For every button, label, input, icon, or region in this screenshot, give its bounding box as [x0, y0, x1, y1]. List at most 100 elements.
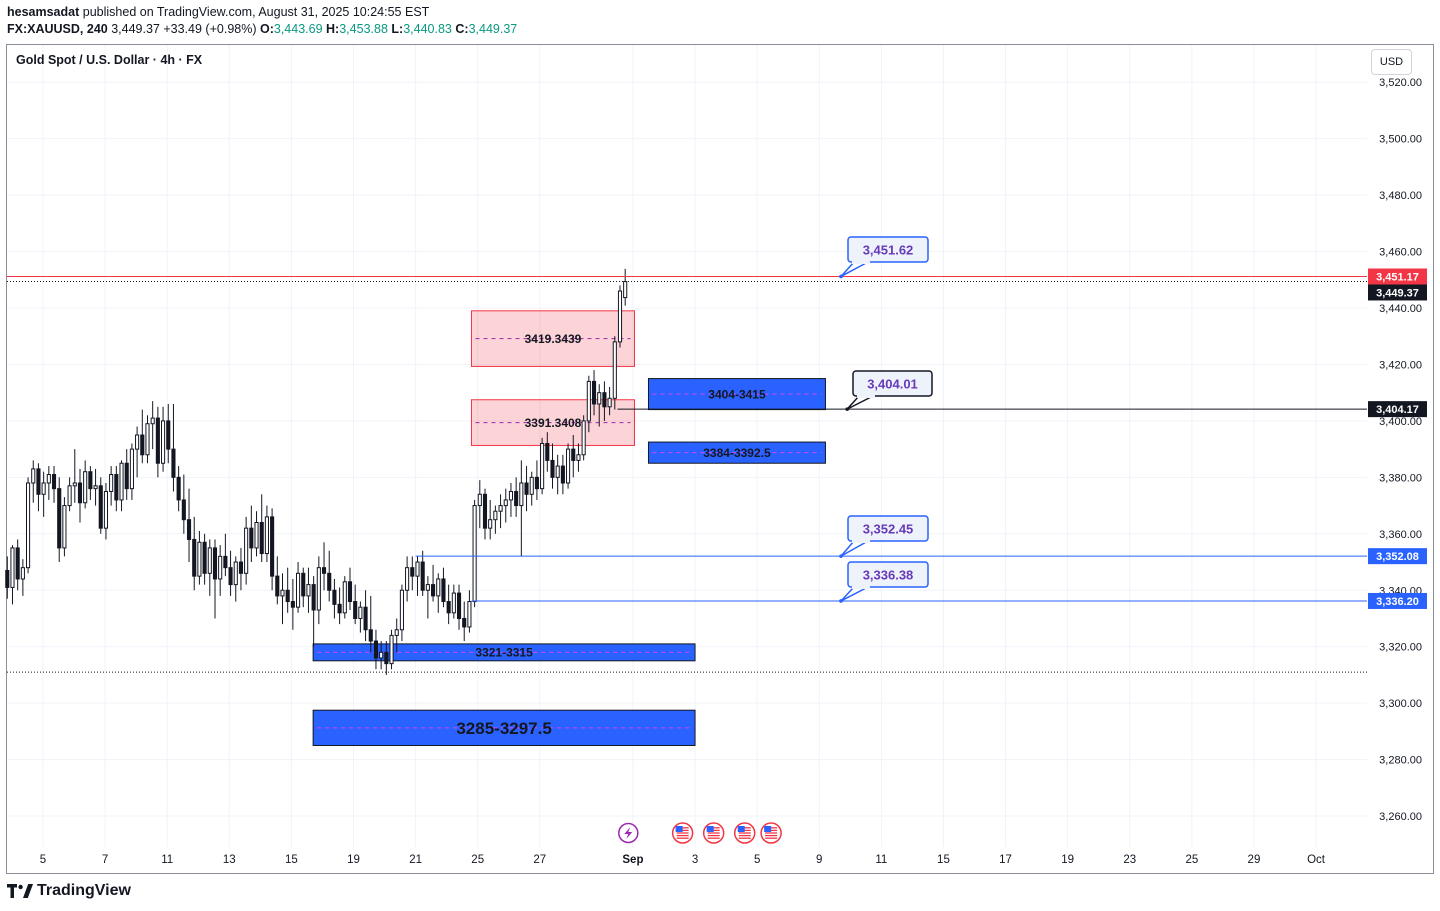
candle-body [114, 474, 119, 501]
callout-pointer [840, 540, 869, 557]
candle-body [26, 482, 31, 569]
callout-joint [852, 539, 870, 543]
candle-body [202, 541, 207, 574]
candle-body [534, 476, 539, 490]
candle-body [103, 490, 109, 529]
candle-body [77, 482, 83, 504]
time-tick-label: 19 [1061, 854, 1074, 866]
candle-body [119, 462, 124, 501]
candle-body [456, 592, 462, 619]
price-tick-label: 3,460.00 [1379, 247, 1422, 259]
candle-body [316, 567, 321, 611]
zone-label: 3321-3315 [475, 646, 533, 660]
candle-body [98, 485, 103, 529]
candle-body [446, 601, 451, 614]
time-tick-label: 25 [1185, 854, 1198, 866]
candle-body [332, 589, 337, 605]
low-label: L: [391, 22, 404, 36]
tradingview-logo-icon [7, 884, 33, 898]
callout-anchor [839, 274, 843, 279]
candle-body [145, 423, 150, 456]
candle-body [441, 578, 446, 603]
candle-body [207, 547, 212, 574]
candle-body [503, 499, 508, 507]
time-tick-label: 27 [533, 854, 546, 866]
candle-body [264, 516, 269, 555]
time-tick-label: 21 [409, 854, 422, 866]
callout-joint [857, 394, 875, 398]
candle-body [576, 454, 581, 461]
time-tick-label: 3 [692, 854, 698, 866]
time-tick-label: 23 [1123, 854, 1136, 866]
candle-body [51, 474, 57, 490]
time-tick-label: 11 [875, 854, 887, 866]
currency-button[interactable]: USD [1371, 49, 1412, 75]
close-label: C: [455, 22, 469, 36]
candle-body [540, 442, 545, 490]
candle-body [514, 490, 519, 507]
grid [7, 45, 1367, 847]
candle-body [212, 547, 218, 580]
callout-anchor [839, 599, 843, 603]
published-text: published on TradingView.com, August 31,… [82, 5, 430, 19]
time-tick-label: 13 [223, 854, 236, 866]
candle-body [529, 476, 534, 495]
symbol-label: FX:XAUUSD, 240 [7, 22, 108, 36]
candle-body [5, 569, 10, 588]
candle-body [197, 541, 202, 577]
time-tick-label: Oct [1307, 854, 1326, 866]
candle-body [166, 420, 171, 450]
callout-box [847, 515, 929, 542]
callout-pointer [840, 586, 869, 602]
author-name[interactable]: hesamsadat [7, 5, 80, 19]
candle-body [405, 567, 410, 591]
callout-anchor [839, 554, 843, 558]
candle-body [290, 601, 295, 608]
price-tick-label: 3,260.00 [1379, 811, 1422, 823]
candle-body [223, 555, 228, 569]
candle-body [249, 527, 254, 549]
last-price: 3,449.37 [111, 22, 160, 36]
callout-box [852, 370, 933, 397]
candle-body [425, 584, 430, 591]
tradingview-logo[interactable]: TradingView [7, 882, 131, 900]
candle-body [602, 392, 607, 408]
price-tag-label: 3,404.17 [1376, 404, 1419, 416]
candle-body [46, 474, 51, 484]
candle-body [72, 482, 77, 487]
candle-body [186, 519, 192, 540]
candle-body [566, 448, 571, 484]
candle-body [62, 505, 67, 549]
candle-body [519, 482, 524, 507]
time-tick-label: Sep [622, 854, 643, 866]
candle-body [550, 459, 555, 478]
candle-body [394, 629, 399, 636]
time-axis: 5 7 11 13 15 19 21 25 27 Sep 3 5 9 11 15 17 19 23 25 29 Oct [40, 854, 1326, 866]
candle-body [36, 468, 41, 495]
price-tick-label: 3,520.00 [1379, 77, 1422, 89]
candle-body [228, 567, 233, 586]
callout-joint [852, 585, 870, 589]
time-tick-label: 25 [471, 854, 484, 866]
price-tick-label: 3,440.00 [1379, 303, 1422, 315]
callout-pointer [840, 261, 869, 278]
price-change: +33.49 (+0.98%) [163, 22, 257, 36]
time-tick-label: 15 [285, 854, 298, 866]
zones: 3419.3439 3391.3408 3404-3415 3384-3392.5 33… [312, 310, 826, 746]
close-value: 3,449.37 [468, 22, 518, 36]
candle-body [321, 567, 327, 574]
high-value: 3,453.88 [339, 22, 388, 36]
candle-body [31, 468, 36, 484]
candle-body [259, 522, 264, 555]
candle-body [384, 651, 389, 665]
zone-label: 3404-3415 [708, 387, 766, 401]
candle-body [560, 465, 565, 484]
candle-body [373, 640, 379, 659]
zone-box [647, 441, 826, 464]
price-tick-label: 3,300.00 [1379, 698, 1422, 710]
candle-body [109, 474, 114, 492]
callout-label: 3,404.01 [867, 377, 918, 392]
price-tag-label: 3,451.17 [1376, 271, 1419, 283]
time-tick-label: 7 [102, 854, 108, 866]
